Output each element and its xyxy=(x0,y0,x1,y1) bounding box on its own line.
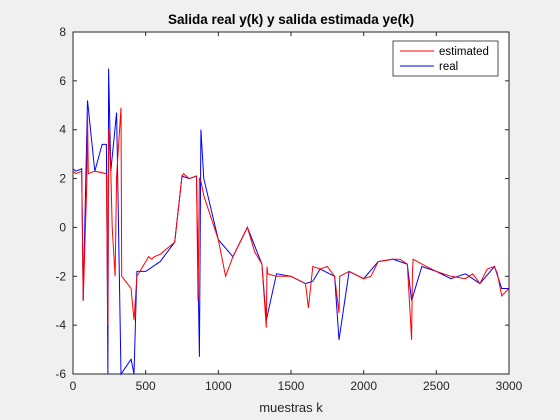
x-tick-label: 2000 xyxy=(350,379,377,393)
ticks-layer: 0 500 1000 1500 2000 2500 3000 -6 -4 -2 0 2 4 6 8 xyxy=(55,25,522,393)
x-tick-label: 1000 xyxy=(205,379,232,393)
y-tick-label: -4 xyxy=(55,318,66,332)
y-tick-label: 6 xyxy=(59,74,66,88)
chart-title: Salida real y(k) y salida estimada ye(k) xyxy=(168,12,414,27)
legend[interactable]: estimated real xyxy=(392,40,499,77)
x-tick-label: 2500 xyxy=(423,379,450,393)
legend-box xyxy=(392,40,499,77)
y-tick-label: 2 xyxy=(59,172,66,186)
x-axis-label: muestras k xyxy=(259,400,323,415)
y-tick-label: -2 xyxy=(55,269,66,283)
x-tick-label: 0 xyxy=(70,379,77,393)
x-tick-label: 1500 xyxy=(278,379,305,393)
y-tick-label: 4 xyxy=(59,123,66,137)
plot-area xyxy=(73,32,509,374)
x-tick-label: 500 xyxy=(136,379,156,393)
legend-label-estimated: estimated xyxy=(439,46,489,58)
y-tick-label: 0 xyxy=(59,220,66,234)
x-tick-label: 3000 xyxy=(496,379,523,393)
y-tick-label: 8 xyxy=(59,25,66,39)
series-layer xyxy=(72,68,510,376)
series-line-estimated xyxy=(72,107,510,340)
legend-label-real: real xyxy=(439,61,458,73)
y-tick-label: -6 xyxy=(55,367,66,381)
